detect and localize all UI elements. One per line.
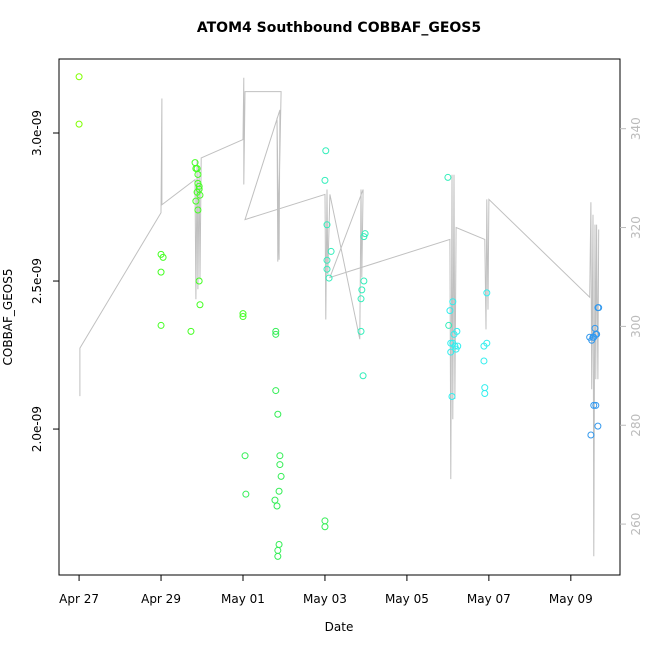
point — [192, 197, 200, 205]
point — [323, 265, 331, 273]
point — [587, 431, 595, 439]
x-tick-label: May 01 — [221, 592, 265, 606]
point — [271, 496, 279, 504]
point — [241, 452, 249, 460]
point — [239, 310, 247, 318]
point — [273, 502, 281, 510]
y-tick-label: 3.0e-09 — [30, 110, 44, 156]
point — [483, 289, 491, 297]
point — [445, 321, 453, 329]
y-axis-label: COBBAF_GEOS5 — [1, 269, 15, 366]
point — [321, 176, 329, 184]
y-tick-label: 2.5e-09 — [30, 258, 44, 304]
point — [196, 301, 204, 309]
point — [272, 387, 280, 395]
point — [447, 348, 455, 356]
y-tick-label: 2.0e-09 — [30, 406, 44, 452]
y2-tick-label: 280 — [629, 414, 643, 437]
point — [159, 253, 167, 261]
point — [448, 392, 456, 400]
point — [323, 256, 331, 264]
point — [275, 487, 283, 495]
point — [195, 277, 203, 285]
plot-frame — [58, 58, 621, 576]
point — [274, 410, 282, 418]
point — [272, 327, 280, 335]
x-tick-label: May 09 — [549, 592, 593, 606]
point — [590, 401, 598, 409]
point — [595, 304, 603, 312]
point — [357, 327, 365, 335]
point — [358, 286, 366, 294]
point — [322, 147, 330, 155]
point — [483, 339, 491, 347]
point — [194, 170, 202, 178]
point — [444, 173, 452, 181]
point — [274, 546, 282, 554]
point — [321, 523, 329, 531]
x-axis-label: Date — [325, 620, 354, 634]
point — [449, 298, 457, 306]
x-tick-label: May 03 — [303, 592, 347, 606]
point — [321, 517, 329, 525]
y2-tick-label: 260 — [629, 513, 643, 536]
point — [480, 357, 488, 365]
point — [323, 221, 331, 229]
point — [275, 541, 283, 549]
point — [194, 206, 202, 214]
point — [481, 390, 489, 398]
point — [272, 330, 280, 338]
point — [454, 342, 462, 350]
point — [360, 233, 368, 241]
point — [327, 247, 335, 255]
point — [277, 472, 285, 480]
point — [592, 401, 600, 409]
point — [360, 277, 368, 285]
point — [75, 73, 83, 81]
point — [157, 268, 165, 276]
point — [453, 327, 461, 335]
point — [359, 372, 367, 380]
point — [239, 313, 247, 321]
x-tick-label: Apr 29 — [141, 592, 181, 606]
point — [481, 384, 489, 392]
point — [276, 452, 284, 460]
y2-tick-label: 340 — [629, 117, 643, 140]
point — [593, 330, 601, 338]
point — [325, 274, 333, 282]
point — [357, 295, 365, 303]
overlay-line — [79, 77, 600, 557]
x-tick-label: Apr 27 — [59, 592, 99, 606]
point — [594, 422, 602, 430]
y2-tick-label: 320 — [629, 216, 643, 239]
point — [242, 490, 250, 498]
point — [194, 179, 202, 187]
point — [193, 188, 201, 196]
point — [276, 461, 284, 469]
y2-tick-label: 300 — [629, 315, 643, 338]
x-tick-label: May 07 — [467, 592, 511, 606]
point — [187, 327, 195, 335]
chart-title: ATOM4 Southbound COBBAF_GEOS5 — [197, 20, 481, 36]
point — [446, 307, 454, 315]
point — [274, 552, 282, 560]
point — [157, 321, 165, 329]
x-tick-label: May 05 — [385, 592, 429, 606]
point — [75, 120, 83, 128]
